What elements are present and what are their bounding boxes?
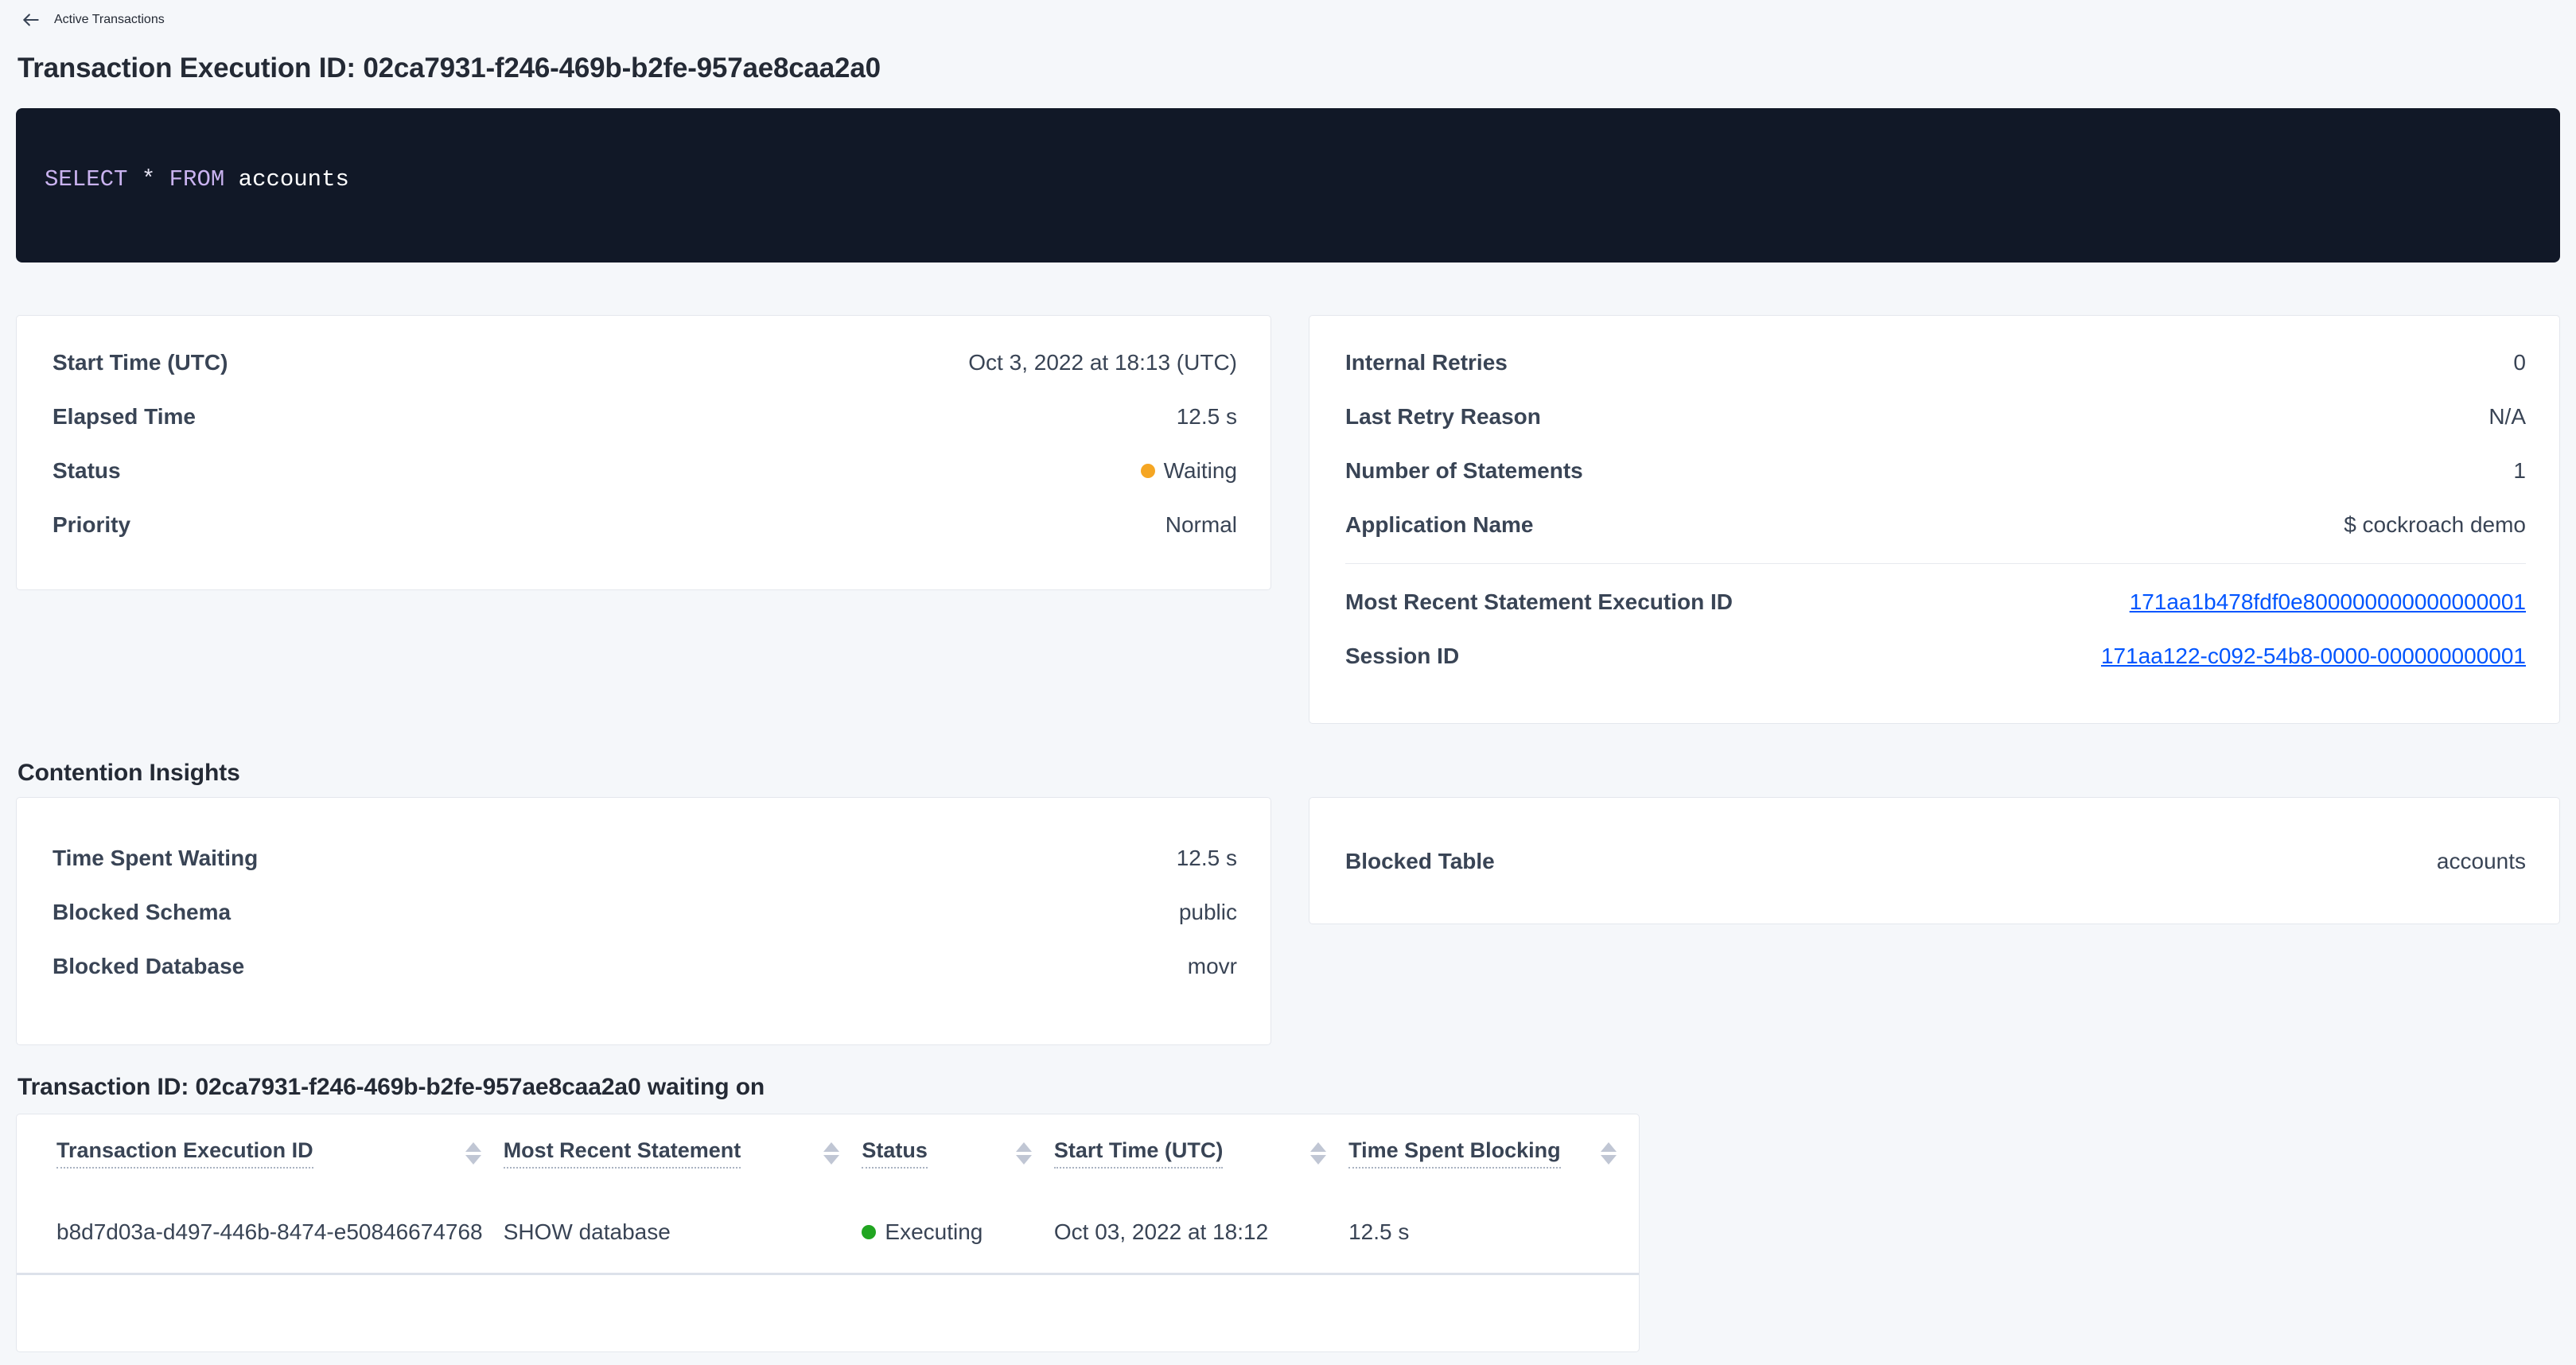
details-row-session-id: Session ID 171aa122-c092-54b8-0000-00000… [1309,629,2559,683]
details-label-number-of-statements: Number of Statements [1345,458,1583,483]
overview-row-start-time: Start Time (UTC) Oct 3, 2022 at 18:13 (U… [17,336,1270,390]
transaction-overview-card: Start Time (UTC) Oct 3, 2022 at 18:13 (U… [16,315,1271,590]
row-status-badge: Executing [862,1219,983,1245]
sort-arrows-icon[interactable] [823,1142,840,1165]
overview-row-priority: Priority Normal [17,498,1270,552]
back-to-active-transactions-link[interactable]: Active Transactions [21,6,165,33]
contention-row-blocked-table: Blocked Table accounts [1309,834,2559,889]
overview-value-elapsed-time: 12.5 s [1176,404,1237,429]
status-badge: Waiting [1140,458,1237,484]
overview-row-elapsed-time: Elapsed Time 12.5 s [17,390,1270,444]
details-value-application-name: $ cockroach demo [2344,512,2526,537]
details-row-number-of-statements: Number of Statements 1 [1309,444,2559,498]
contention-label-time-spent-waiting: Time Spent Waiting [53,846,259,870]
sql-keyword-select: SELECT [45,166,128,192]
most-recent-statement-execution-id-link[interactable]: 171aa1b478fdf0e800000000000000001 [2129,589,2526,614]
back-link-label: Active Transactions [54,13,165,26]
details-label-most-recent-statement-execution-id: Most Recent Statement Execution ID [1345,589,1733,614]
table-row[interactable]: b8d7d03a-d497-446b-8474-e50846674768 SHO… [17,1192,1639,1275]
cell-most-recent-statement: SHOW database [503,1192,862,1275]
details-card-divider [1345,563,2526,564]
sort-arrows-icon[interactable] [1310,1142,1327,1165]
overview-value-start-time: Oct 3, 2022 at 18:13 (UTC) [968,350,1237,375]
column-label-status[interactable]: Status [862,1138,928,1169]
details-label-internal-retries: Internal Retries [1345,350,1508,375]
arrow-left-icon [21,10,41,30]
contention-label-blocked-schema: Blocked Schema [53,900,232,924]
contention-value-time-spent-waiting: 12.5 s [1176,846,1237,870]
column-header-time-spent-blocking[interactable]: Time Spent Blocking [1348,1114,1639,1192]
contention-value-blocked-schema: public [1178,900,1237,924]
contention-row-time-spent-waiting: Time Spent Waiting 12.5 s [17,831,1270,885]
details-kv-list: Internal Retries 0 Last Retry Reason N/A… [1309,316,2559,683]
sort-arrows-icon[interactable] [465,1142,481,1165]
overview-value-status: Waiting [1163,458,1237,483]
column-label-transaction-execution-id[interactable]: Transaction Execution ID [56,1138,313,1169]
blocked-kv-list: Blocked Table accounts [1309,798,2559,889]
waiting-on-table-header: Transaction Execution ID Most Recent Sta… [17,1114,1639,1192]
column-header-start-time[interactable]: Start Time (UTC) [1053,1114,1348,1192]
sort-arrows-icon[interactable] [1601,1142,1617,1165]
cell-transaction-execution-id: b8d7d03a-d497-446b-8474-e50846674768 [17,1192,504,1275]
details-label-session-id: Session ID [1345,644,1460,668]
cell-time-spent-blocking: 12.5 s [1348,1192,1639,1275]
details-label-application-name: Application Name [1345,512,1534,537]
overview-label-elapsed-time: Elapsed Time [53,404,197,429]
column-label-time-spent-blocking[interactable]: Time Spent Blocking [1348,1138,1561,1169]
table-header-row: Transaction Execution ID Most Recent Sta… [17,1114,1639,1192]
column-label-most-recent-statement[interactable]: Most Recent Statement [503,1138,741,1169]
contention-value-blocked-database: movr [1187,954,1237,978]
overview-value-priority: Normal [1165,512,1237,537]
session-id-link[interactable]: 171aa122-c092-54b8-0000-000000000001 [2100,644,2526,668]
overview-label-status: Status [53,458,121,483]
waiting-on-table-body: b8d7d03a-d497-446b-8474-e50846674768 SHO… [17,1192,1639,1275]
contention-insights-card: Time Spent Waiting 12.5 s Blocked Schema… [16,797,1271,1045]
waiting-on-table: Transaction Execution ID Most Recent Sta… [17,1114,1639,1275]
details-label-last-retry-reason: Last Retry Reason [1345,404,1541,429]
contention-value-blocked-table: accounts [2436,849,2526,873]
blocked-table-card: Blocked Table accounts [1309,797,2560,924]
waiting-on-table-card: Transaction Execution ID Most Recent Sta… [16,1114,1640,1352]
cell-status: Executing [862,1192,1054,1275]
overview-row-status: Status Waiting [17,444,1270,498]
contention-row-blocked-schema: Blocked Schema public [17,885,1270,939]
details-value-last-retry-reason: N/A [2488,404,2526,429]
cell-start-time: Oct 03, 2022 at 18:12 [1053,1192,1349,1275]
details-row-application-name: Application Name $ cockroach demo [1309,498,2559,552]
contention-row-blocked-database: Blocked Database movr [17,939,1270,994]
contention-label-blocked-database: Blocked Database [53,954,245,978]
page-title: Transaction Execution ID: 02ca7931-f246-… [18,52,881,84]
details-value-internal-retries: 0 [2513,350,2526,375]
details-row-last-retry-reason: Last Retry Reason N/A [1309,390,2559,444]
overview-label-priority: Priority [53,512,131,537]
contention-insights-heading: Contention Insights [18,760,240,786]
sql-star-operator: * [141,166,156,192]
waiting-on-heading: Transaction ID: 02ca7931-f246-469b-b2fe-… [18,1074,765,1100]
details-row-internal-retries: Internal Retries 0 [1309,336,2559,390]
column-label-start-time[interactable]: Start Time (UTC) [1053,1138,1224,1169]
sql-statement-panel: SELECT * FROM accounts [16,108,2560,262]
status-dot-executing-icon [862,1225,877,1240]
sql-table-name: accounts [238,166,349,192]
cell-status-label: Executing [885,1219,983,1245]
contention-kv-list: Time Spent Waiting 12.5 s Blocked Schema… [17,798,1270,994]
contention-label-blocked-table: Blocked Table [1345,849,1495,873]
status-dot-waiting-icon [1140,464,1155,478]
transaction-details-card: Internal Retries 0 Last Retry Reason N/A… [1309,315,2560,724]
sort-arrows-icon[interactable] [1015,1142,1032,1165]
details-value-number-of-statements: 1 [2513,458,2526,483]
sql-keyword-from: FROM [169,166,225,192]
sql-statement-text: SELECT * FROM accounts [45,165,349,195]
column-header-transaction-execution-id[interactable]: Transaction Execution ID [17,1114,504,1192]
column-header-status[interactable]: Status [862,1114,1053,1192]
details-row-most-recent-statement-execution-id: Most Recent Statement Execution ID 171aa… [1309,575,2559,629]
column-header-most-recent-statement[interactable]: Most Recent Statement [503,1114,862,1192]
overview-label-start-time: Start Time (UTC) [53,350,228,375]
overview-kv-list: Start Time (UTC) Oct 3, 2022 at 18:13 (U… [17,316,1270,552]
